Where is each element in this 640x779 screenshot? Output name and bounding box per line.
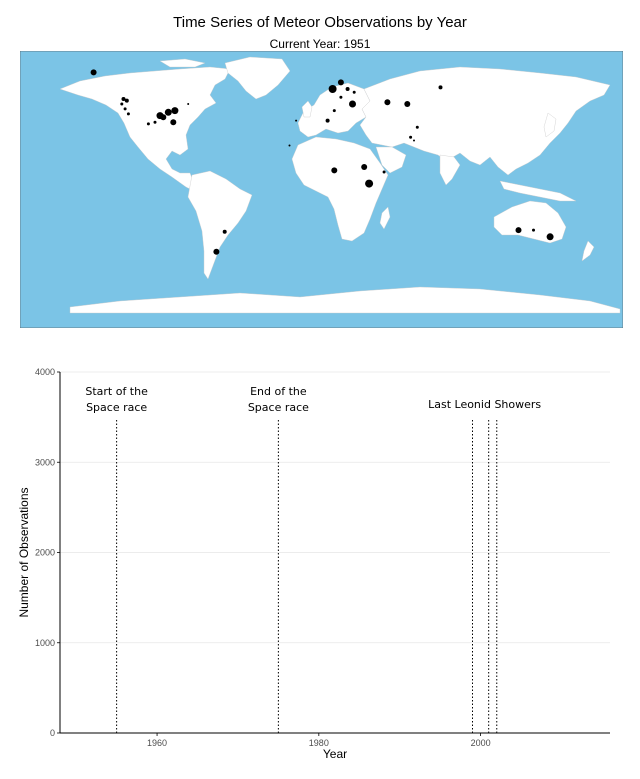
north-america xyxy=(59,66,231,194)
y-axis-title: Number of Observations xyxy=(17,487,31,617)
y-tick-label: 1000 xyxy=(35,638,55,648)
world-map xyxy=(20,51,623,328)
observation-point xyxy=(295,119,298,122)
observation-point xyxy=(515,227,522,234)
observation-point xyxy=(332,109,336,113)
leonid-annotation: Last Leonid Showers xyxy=(428,398,541,411)
y-tick-label: 2000 xyxy=(35,548,55,558)
event-lines xyxy=(116,420,498,733)
observation-point xyxy=(339,95,343,99)
x-tick-label: 1960 xyxy=(147,738,167,748)
observation-point xyxy=(438,85,443,90)
observation-point xyxy=(382,170,386,174)
observation-point xyxy=(120,102,124,106)
chart-labels: 0 1000 2000 3000 4000 1960 1980 2000 Year Number … xyxy=(17,367,541,761)
chart-title: Time Series of Meteor Observations by Ye… xyxy=(173,14,467,31)
y-tick-label: 0 xyxy=(50,728,55,738)
observation-point xyxy=(345,87,350,91)
observation-point xyxy=(187,103,190,105)
africa xyxy=(291,136,389,242)
time-series-chart: 0 1000 2000 3000 4000 1960 1980 2000 Year Number … xyxy=(17,367,610,761)
x-tick-label: 1980 xyxy=(309,738,329,748)
observation-point xyxy=(352,90,356,94)
observation-point xyxy=(121,97,126,101)
antarctica xyxy=(69,286,621,314)
observation-point xyxy=(126,112,130,116)
arctic-islands xyxy=(159,58,206,68)
event-label: End of the xyxy=(250,385,307,398)
arabia xyxy=(375,146,407,174)
observation-point xyxy=(365,179,374,188)
gridlines xyxy=(60,371,610,734)
y-tick-label: 3000 xyxy=(35,457,55,467)
observation-point xyxy=(164,108,172,116)
event-label: Start of the xyxy=(85,385,148,398)
observation-point xyxy=(413,139,415,142)
x-axis-title: Year xyxy=(323,747,347,761)
new-zealand xyxy=(581,240,595,262)
observation-point xyxy=(361,164,368,170)
observation-point xyxy=(546,233,554,241)
observation-point xyxy=(90,69,97,76)
observation-point xyxy=(171,107,179,115)
observation-point xyxy=(124,98,129,103)
japan xyxy=(543,112,557,138)
greenland xyxy=(224,56,291,100)
observation-point xyxy=(146,122,150,126)
asia xyxy=(359,66,611,176)
chart-subtitle: Current Year: 1951 xyxy=(269,37,371,51)
observation-point xyxy=(337,79,344,86)
observation-point xyxy=(532,228,535,232)
observation-point xyxy=(325,118,330,123)
observation-point xyxy=(415,125,419,129)
madagascar xyxy=(379,206,391,230)
y-tick-label: 4000 xyxy=(35,367,55,377)
observation-point xyxy=(384,99,391,106)
observation-point xyxy=(153,120,157,124)
observation-point xyxy=(170,119,177,126)
observation-point xyxy=(222,229,227,234)
se-asia-islands xyxy=(499,180,577,202)
australia xyxy=(493,200,567,244)
observation-point xyxy=(331,167,338,174)
uk xyxy=(301,100,313,118)
x-tick-label: 2000 xyxy=(471,738,491,748)
observation-points xyxy=(90,69,554,255)
observation-point xyxy=(404,101,411,107)
observation-point xyxy=(213,248,220,255)
axes xyxy=(57,371,610,736)
observation-point xyxy=(349,100,356,108)
observation-point xyxy=(409,135,413,139)
event-label: Space race xyxy=(86,401,147,414)
observation-point xyxy=(160,114,167,121)
event-label: Space race xyxy=(248,401,309,414)
observation-point xyxy=(328,85,337,93)
observation-point xyxy=(288,144,291,147)
south-america xyxy=(187,170,253,280)
observation-point xyxy=(123,107,127,111)
india xyxy=(439,154,461,186)
